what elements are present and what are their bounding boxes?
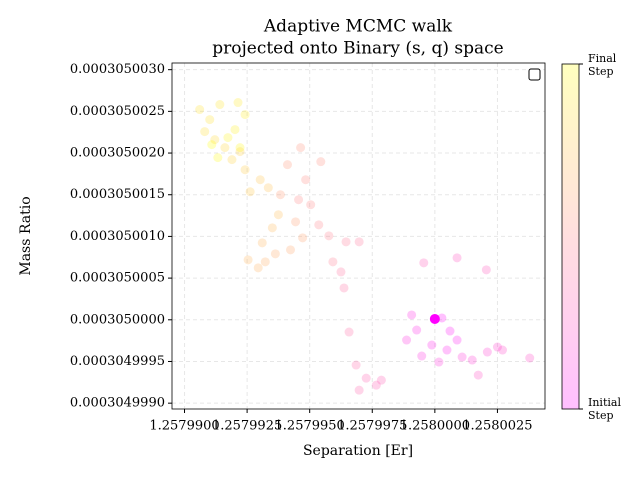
point — [427, 340, 437, 350]
point — [220, 143, 230, 153]
point — [437, 313, 447, 323]
point — [361, 373, 371, 383]
point — [227, 155, 237, 165]
point — [314, 220, 324, 230]
y-tick-label: 0.0003050010 — [70, 229, 165, 244]
point — [339, 283, 349, 293]
point — [481, 265, 491, 275]
point — [482, 347, 492, 357]
point — [257, 238, 267, 248]
point — [270, 249, 280, 259]
point — [294, 195, 304, 205]
point — [412, 325, 422, 335]
point — [316, 157, 326, 167]
x-tick-label: 1.2579900 — [149, 419, 219, 434]
point — [298, 233, 308, 243]
point — [210, 135, 220, 145]
point — [240, 110, 250, 120]
point — [273, 210, 283, 220]
point — [341, 237, 351, 247]
point — [233, 98, 243, 108]
point — [253, 263, 263, 273]
point — [371, 380, 381, 390]
y-axis-label: Mass Ratio — [18, 196, 34, 275]
chart-title: projected onto Binary (s, q) space — [212, 39, 503, 59]
point — [230, 125, 240, 135]
point — [351, 360, 361, 370]
x-axis-label: Separation [Er] — [303, 443, 413, 459]
x-tick-label: 1.2579950 — [275, 419, 345, 434]
point — [434, 357, 444, 367]
colorbar-label: Initial Step — [588, 396, 621, 422]
point — [473, 370, 483, 380]
point — [429, 313, 440, 324]
point — [263, 183, 273, 193]
point — [417, 351, 427, 361]
point — [243, 255, 253, 265]
point — [525, 353, 535, 363]
legend-box — [528, 68, 541, 81]
point — [354, 237, 364, 247]
y-tick-label: 0.0003050020 — [70, 146, 165, 161]
y-tick-label: 0.0003050025 — [70, 104, 165, 119]
point — [419, 258, 429, 268]
point — [235, 147, 245, 157]
point — [336, 267, 346, 277]
chart-title: Adaptive MCMC walk — [263, 17, 453, 37]
point — [296, 143, 306, 153]
point — [452, 253, 462, 263]
point — [282, 160, 292, 170]
point — [195, 105, 205, 115]
point — [457, 352, 467, 362]
point — [467, 355, 477, 365]
point — [267, 223, 277, 233]
point — [376, 375, 386, 385]
point — [213, 153, 223, 163]
point — [205, 115, 215, 125]
point — [452, 335, 462, 345]
point — [442, 345, 452, 355]
point — [328, 257, 338, 267]
point — [497, 345, 507, 355]
point — [344, 327, 354, 337]
colorbar — [561, 63, 580, 410]
point — [235, 143, 245, 153]
point — [255, 175, 265, 185]
x-tick-label: 1.2580025 — [462, 419, 532, 434]
point — [492, 342, 502, 352]
point — [260, 257, 270, 267]
point — [306, 200, 316, 210]
point — [245, 187, 255, 197]
y-tick-label: 0.0003050000 — [70, 312, 165, 327]
x-tick-label: 1.2579925 — [212, 419, 282, 434]
point — [240, 165, 250, 175]
point — [407, 310, 417, 320]
x-tick-label: 1.2579975 — [337, 419, 407, 434]
point — [301, 175, 311, 185]
y-tick-label: 0.0003050015 — [70, 187, 165, 202]
y-tick-label: 0.0003049990 — [70, 396, 165, 411]
x-tick-label: 1.2580000 — [400, 419, 470, 434]
colorbar-label: Final Step — [588, 52, 617, 78]
point — [286, 245, 296, 255]
y-tick-label: 0.0003050030 — [70, 62, 165, 77]
point — [200, 127, 210, 137]
point — [291, 217, 301, 227]
point — [324, 231, 334, 241]
point — [275, 190, 285, 200]
y-tick-label: 0.0003049995 — [70, 354, 165, 369]
point — [354, 385, 364, 395]
point — [215, 100, 225, 110]
point — [445, 326, 455, 336]
point — [402, 335, 412, 345]
y-tick-label: 0.0003050005 — [70, 271, 165, 286]
point — [223, 133, 233, 143]
point — [207, 140, 217, 150]
